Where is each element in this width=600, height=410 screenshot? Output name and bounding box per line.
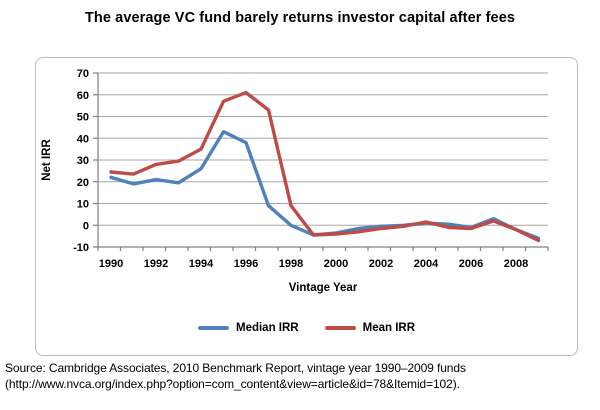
series-line-median-irr [109,129,541,241]
x-tick-label: 2004 [414,258,439,270]
y-tick-label: 10 [77,199,89,211]
y-tick-label: 30 [77,155,89,167]
y-axis-title: Net IRR [41,139,53,181]
source-block: Source: Cambridge Associates, 2010 Bench… [5,361,597,392]
vc-chart-svg: -10 0 10 20 30 40 50 60 70 1990 1992 1994 1996 1998 20… [41,68,549,294]
chart-legend: Median IRR Mean IRR [36,322,577,334]
x-tick-label: 2002 [369,258,393,270]
x-tick-label: 1996 [234,258,258,270]
x-tick-label: 1990 [99,258,123,270]
y-tick-label: 60 [77,90,89,102]
x-tick-label: 1994 [189,258,214,270]
x-tick-label: 2000 [324,258,348,270]
y-tick-label: 40 [77,133,89,145]
x-tick-label: 1992 [144,258,168,270]
legend-swatch [197,326,229,330]
legend-item-median-irr: Median IRR [197,322,299,334]
source-line-1: Source: Cambridge Associates, 2010 Bench… [5,361,466,375]
chart-title: The average VC fund barely returns inves… [84,10,516,26]
y-tick-label: 20 [77,177,89,189]
y-tick-label: 50 [77,112,89,124]
y-tick-label: -10 [73,242,89,254]
y-tick-label: 0 [83,220,89,232]
legend-item-mean-irr: Mean IRR [324,322,416,334]
source-line-2: (http://www.nvca.org/index.php?option=co… [5,376,460,391]
legend-swatch [324,326,356,330]
x-tick-label: 2006 [459,258,483,270]
legend-label: Median IRR [235,322,299,334]
series-line-mean-irr [109,90,541,243]
x-tick-label: 1998 [279,258,303,270]
y-tick-label: 70 [77,68,89,80]
x-axis-title: Vintage Year [289,282,358,294]
x-tick-label: 2008 [504,258,528,270]
legend-label: Mean IRR [362,322,416,334]
chart-frame: -10 0 10 20 30 40 50 60 70 1990 1992 1994 1996 1998 20… [35,57,578,356]
